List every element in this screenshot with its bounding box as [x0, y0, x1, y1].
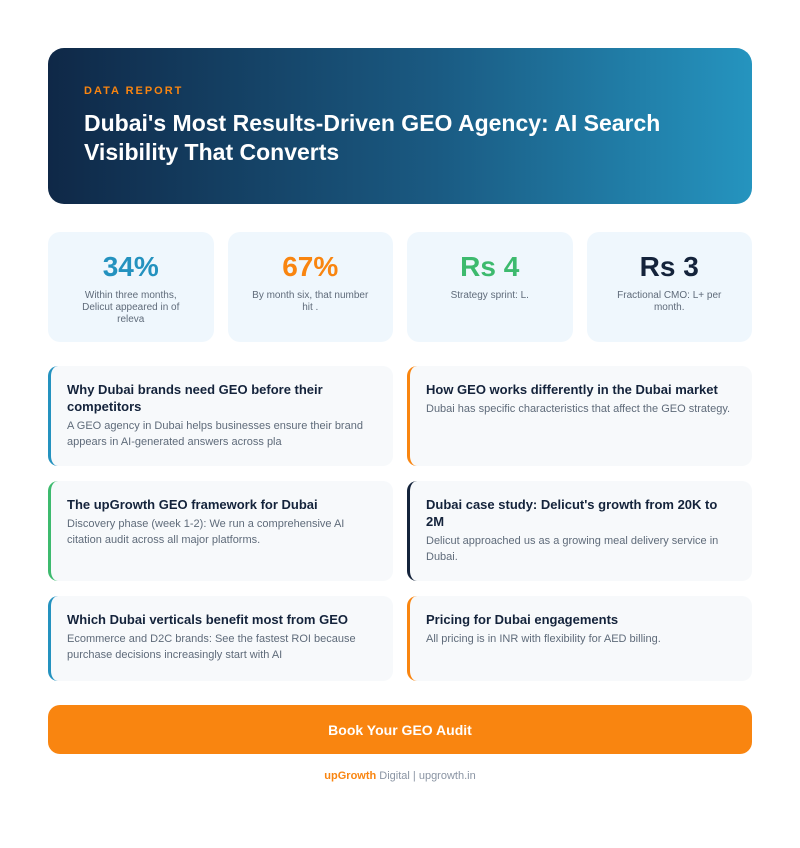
stat-value: Rs 3	[639, 251, 699, 282]
stat-card: 67% By month six, that number hit .	[227, 232, 393, 342]
stat-label: Within three months, Delicut appeared in…	[82, 290, 180, 325]
footer-text: Digital | upgrowth.in	[376, 770, 476, 782]
card-title: Why Dubai brands need GEO before their c…	[67, 382, 323, 414]
card-text: Discovery phase (week 1-2): We run a com…	[67, 518, 345, 546]
footer: upGrowth Digital | upgrowth.in	[0, 770, 800, 782]
stat-label: Strategy sprint: L.	[450, 290, 529, 301]
card-title: Which Dubai verticals benefit most from …	[67, 612, 348, 627]
card-text: All pricing is in INR with flexibility f…	[426, 633, 661, 645]
card-title: Dubai case study: Delicut's growth from …	[426, 497, 718, 529]
footer-brand: upGrowth	[324, 770, 377, 782]
card-title: How GEO works differently in the Dubai m…	[426, 382, 718, 397]
stat-card: 34% Within three months, Delicut appeared…	[48, 232, 214, 342]
section-card: How GEO works differently in the Dubai m…	[407, 366, 752, 466]
hero-banner: DATA REPORT Dubai's Most Results-Driven …	[48, 48, 752, 204]
eyebrow-label: DATA REPORT	[84, 85, 184, 97]
card-text: A GEO agency in Dubai helps businesses e…	[67, 420, 363, 448]
card-title: Pricing for Dubai engagements	[426, 612, 619, 627]
section-card: Which Dubai verticals benefit most from …	[48, 596, 393, 681]
section-card: Pricing for Dubai engagements All pricing…	[407, 596, 752, 681]
book-audit-button[interactable]: Book Your GEO Audit	[48, 705, 752, 754]
stat-label: By month six, that number hit .	[252, 290, 369, 313]
card-text: Ecommerce and D2C brands: See the fastes…	[67, 633, 356, 661]
card-text: Delicut approached us as a growing meal …	[426, 535, 719, 563]
section-card: Dubai case study: Delicut's growth from …	[407, 481, 752, 581]
stat-value: 67%	[282, 251, 339, 282]
section-grid: Why Dubai brands need GEO before their c…	[48, 366, 752, 681]
stat-value: 34%	[102, 251, 159, 282]
section-card: The upGrowth GEO framework for Dubai Disc…	[48, 481, 393, 581]
stat-card: Rs 4 Strategy sprint: L.	[407, 232, 573, 342]
card-text: Dubai has specific characteristics that …	[426, 403, 731, 415]
stat-card: Rs 3 Fractional CMO: L+ per month.	[586, 232, 752, 342]
stat-value: Rs 4	[460, 251, 520, 282]
card-title: The upGrowth GEO framework for Dubai	[67, 497, 318, 512]
stats-row: 34% Within three months, Delicut appeared…	[48, 232, 752, 342]
stat-label: Fractional CMO: L+ per month.	[617, 290, 722, 313]
section-card: Why Dubai brands need GEO before their c…	[48, 366, 393, 466]
page-title: Dubai's Most Results-Driven GEO Agency: …	[84, 110, 661, 165]
